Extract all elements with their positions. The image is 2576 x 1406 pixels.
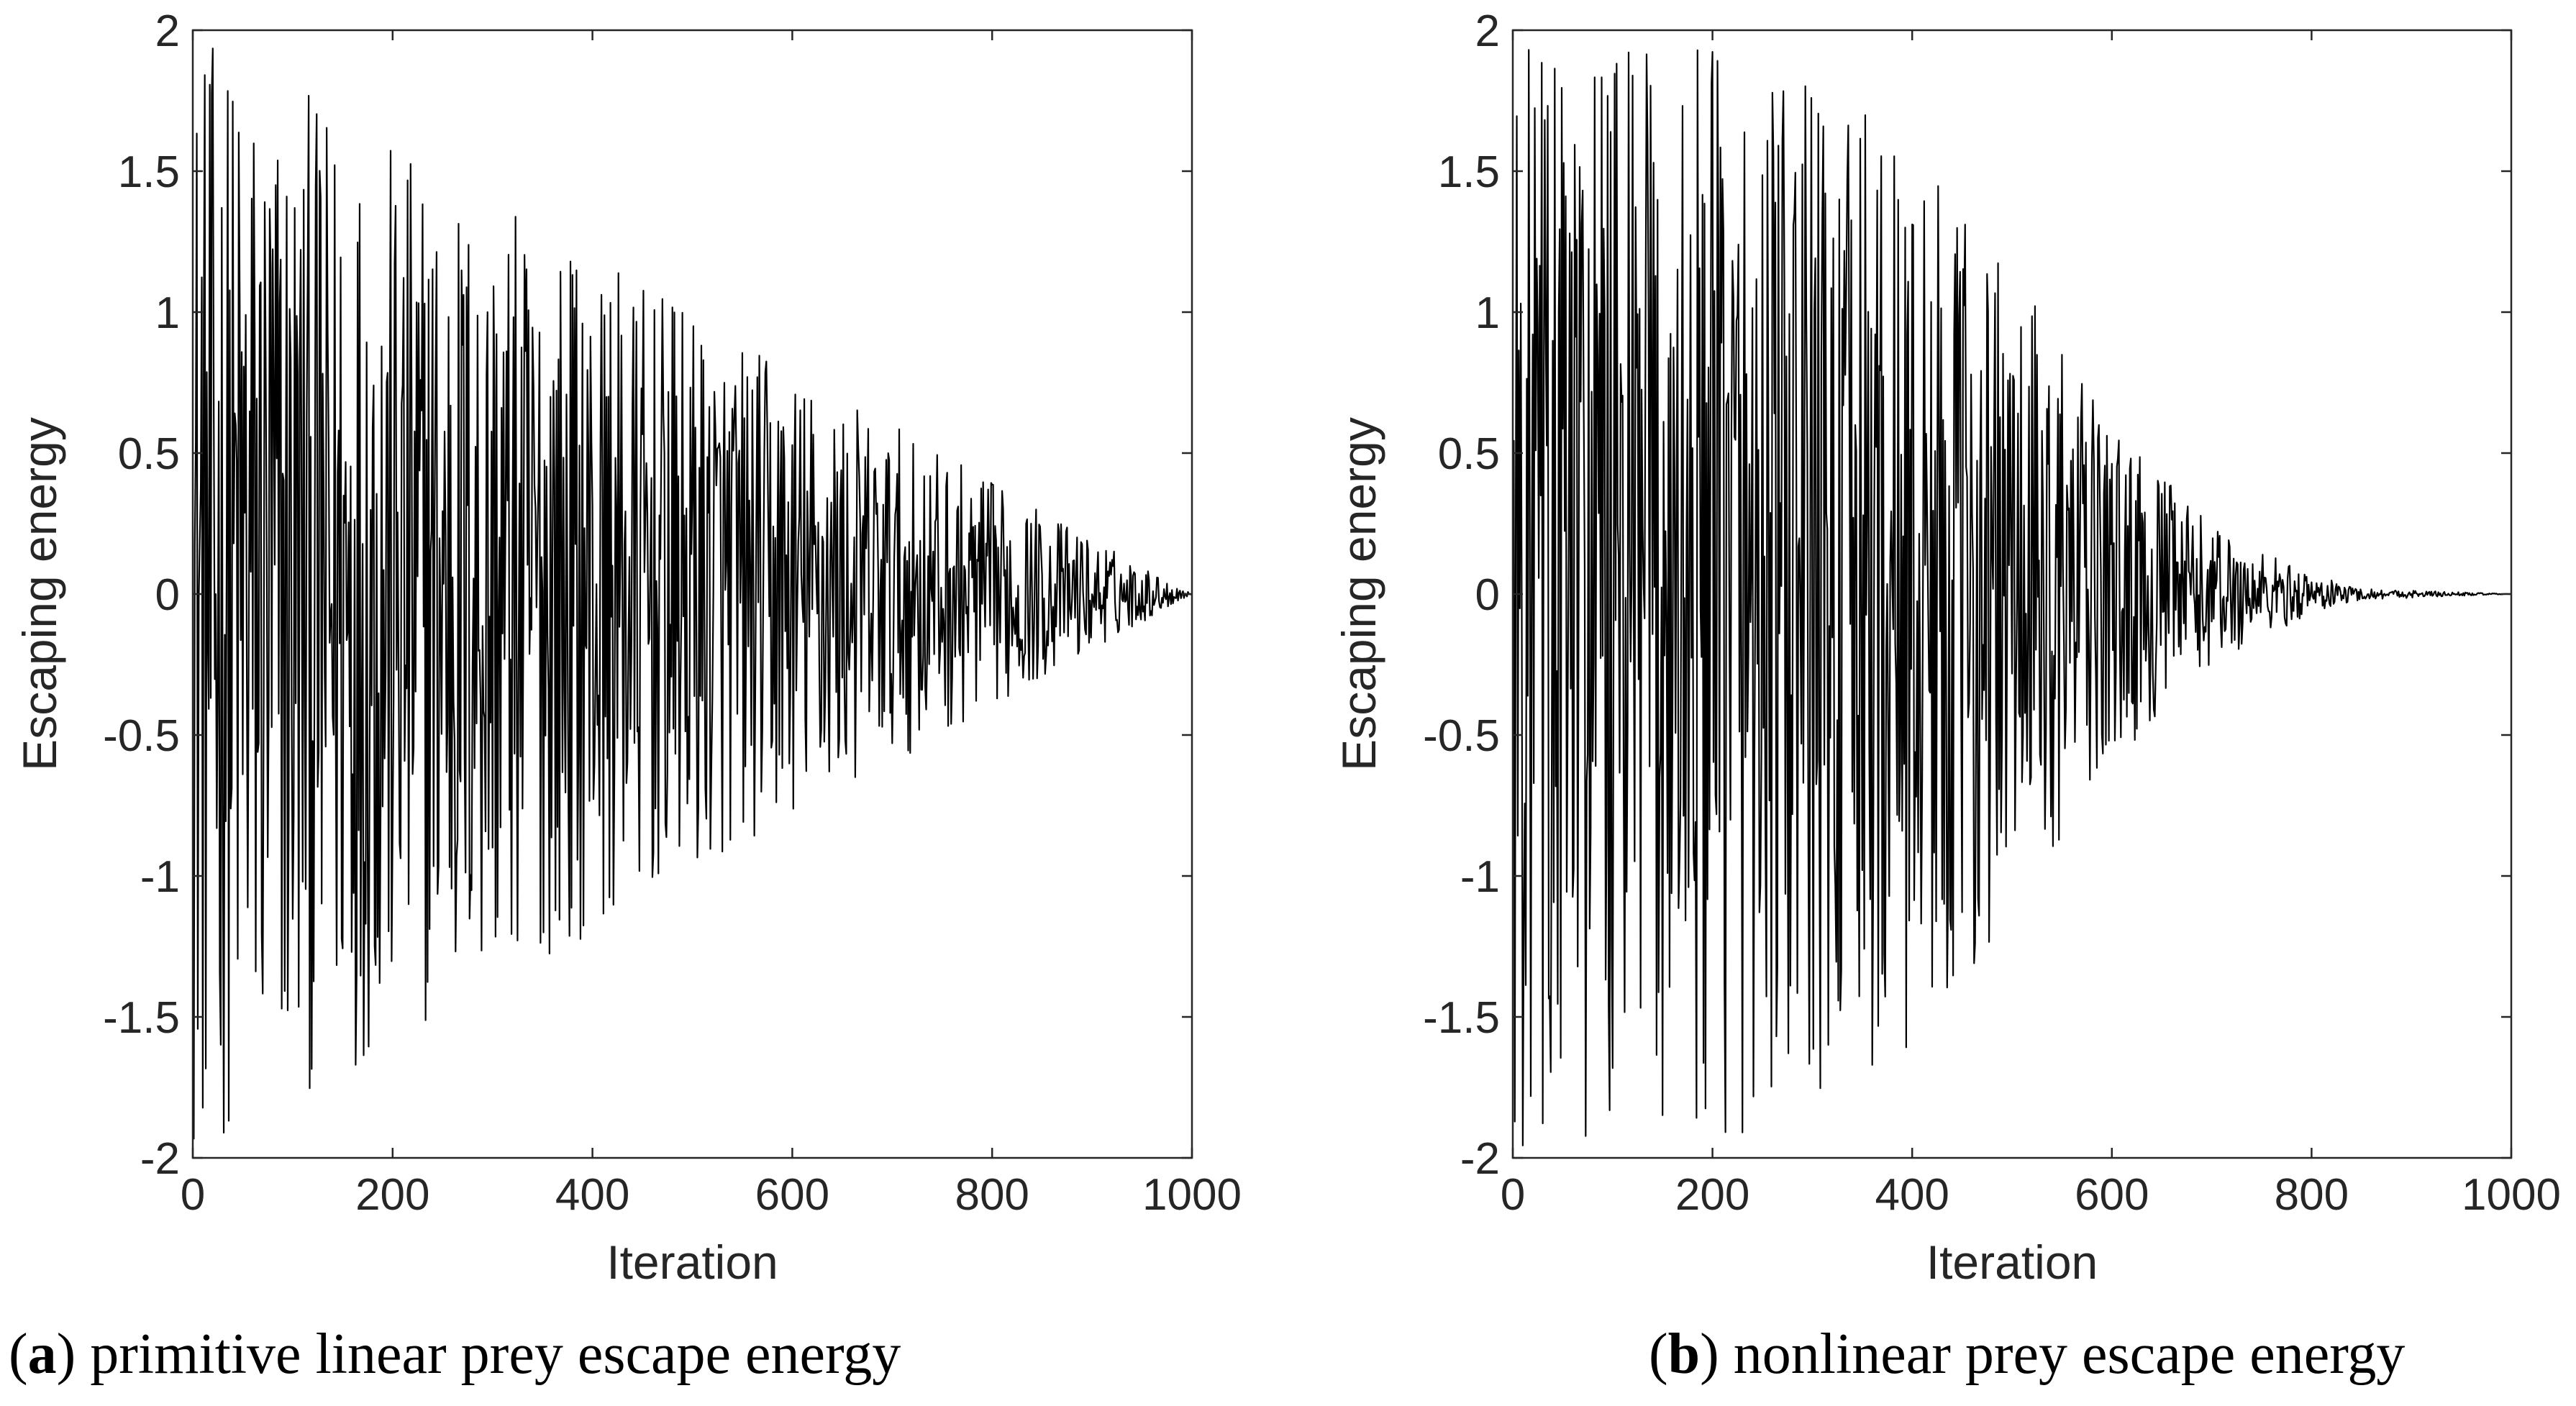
chart-nonlinear-escape-energy: 0 200 400 600 800 1000 -2 -1.5 -1 -0.5 0 0.5 1 1.5 2 It… xyxy=(1332,6,2561,1289)
y-tick-label-b: 1.5 xyxy=(1438,147,1500,197)
y-tick-label-b: -0.5 xyxy=(1423,711,1500,761)
y-tick-label-a: 1 xyxy=(155,288,180,338)
x-tick-label-b: 1000 xyxy=(2462,1170,2561,1220)
caption-b-open: ( xyxy=(1649,1323,1668,1386)
y-tick-label-b: -1 xyxy=(1460,852,1500,902)
series-line-b xyxy=(1511,49,2512,1146)
caption-a-open: ( xyxy=(9,1323,28,1386)
y-tick-label-b: -2 xyxy=(1460,1134,1500,1184)
x-tick-label-a: 800 xyxy=(955,1170,1029,1220)
x-axis-label-a: Iteration xyxy=(606,1236,778,1289)
series-line-a xyxy=(191,47,1193,1140)
caption-a-close: ) xyxy=(56,1323,76,1386)
caption-b-id: b xyxy=(1667,1323,1701,1386)
y-tick-label-b: 1 xyxy=(1475,288,1500,338)
x-tick-label-b: 800 xyxy=(2275,1170,2349,1220)
x-axis-label-b: Iteration xyxy=(1926,1236,2098,1289)
y-tick-label-a: -0.5 xyxy=(103,711,180,761)
caption-a: (a) primitive linear prey escape energy xyxy=(9,1322,901,1387)
x-tick-label-a: 0 xyxy=(181,1170,205,1220)
y-tick-label-a: 0 xyxy=(155,570,180,620)
x-tick-label-a: 600 xyxy=(755,1170,829,1220)
x-tick-label-b: 400 xyxy=(1875,1170,1949,1220)
x-tick-label-a: 200 xyxy=(355,1170,429,1220)
y-tick-label-a: -1.5 xyxy=(103,993,180,1043)
caption-b-close: ) xyxy=(1700,1323,1719,1386)
y-tick-label-b: 0.5 xyxy=(1438,429,1500,479)
y-axis-label-b: Escaping energy xyxy=(1332,417,1385,771)
y-tick-label-b: 2 xyxy=(1475,6,1500,56)
caption-b-text: nonlinear prey escape energy xyxy=(1719,1323,2406,1386)
y-tick-label-a: 0.5 xyxy=(118,429,180,479)
x-tick-label-b: 0 xyxy=(1501,1170,1525,1220)
x-tick-label-a: 400 xyxy=(555,1170,629,1220)
y-axis-label-a: Escaping energy xyxy=(13,417,66,771)
x-tick-label-b: 200 xyxy=(1675,1170,1749,1220)
caption-a-id: a xyxy=(27,1323,57,1386)
y-tick-label-a: -1 xyxy=(140,852,180,902)
y-tick-label-a: 2 xyxy=(155,6,180,56)
y-tick-label-b: -1.5 xyxy=(1423,993,1500,1043)
y-tick-label-a: 1.5 xyxy=(118,147,180,197)
x-tick-label-a: 1000 xyxy=(1142,1170,1242,1220)
caption-b: (b) nonlinear prey escape energy xyxy=(1649,1322,2405,1387)
y-tick-label-a: -2 xyxy=(140,1134,180,1184)
y-tick-label-b: 0 xyxy=(1475,570,1500,620)
chart-linear-escape-energy: 0 200 400 600 800 1000 -2 -1.5 -1 -0.5 0 0.5 1 1.5 2 It… xyxy=(13,6,1242,1289)
x-tick-label-b: 600 xyxy=(2075,1170,2149,1220)
caption-a-text: primitive linear prey escape energy xyxy=(76,1323,901,1386)
